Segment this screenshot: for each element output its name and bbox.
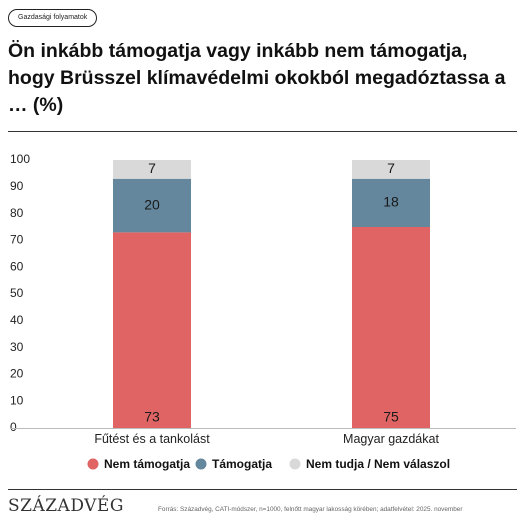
y-tick-label: 90 — [10, 179, 24, 193]
data-label: 75 — [383, 409, 399, 425]
title-divider — [8, 131, 517, 132]
footer-divider — [8, 489, 517, 490]
y-tick-label: 100 — [10, 152, 30, 166]
data-label: 73 — [144, 409, 160, 425]
x-tick-label: Fűtést és a tankolást — [94, 432, 210, 446]
legend: Nem támogatja Támogatja Nem tudja / Nem vá… — [87, 457, 450, 471]
category-tag: Gazdasági folyamatok — [8, 9, 98, 27]
bar-segment — [113, 178, 191, 233]
data-label: 18 — [383, 194, 399, 210]
legend-swatch — [289, 458, 301, 470]
bar-segment — [352, 227, 430, 428]
bar-segment — [113, 232, 191, 428]
bar-segment — [352, 160, 430, 179]
y-tick-label: 0 — [10, 420, 17, 434]
data-label: 20 — [144, 196, 160, 212]
y-axis: 0 10 20 30 40 50 60 70 80 90 100 — [10, 152, 30, 434]
y-tick-label: 60 — [10, 259, 24, 273]
chart-title: Ön inkább támogatja vagy inkább nem támo… — [8, 40, 506, 116]
stacked-bar-chart: 0 10 20 30 40 50 60 70 80 90 100 73 20 7 75 18 7 Fűtést… — [10, 152, 516, 471]
bars: 73 20 7 75 18 7 — [113, 160, 430, 428]
legend-label: Nem tudja / Nem válaszol — [306, 457, 450, 471]
source-note: Forrás: Századvég, CATI-módszer, n=1000,… — [158, 506, 463, 513]
data-label: 7 — [387, 160, 395, 176]
y-tick-label: 30 — [10, 340, 24, 354]
y-tick-label: 80 — [10, 206, 24, 220]
legend-label: Nem támogatja — [104, 457, 190, 471]
y-tick-label: 50 — [10, 286, 24, 300]
legend-swatch — [87, 458, 99, 470]
legend-swatch — [195, 458, 207, 470]
bar-segment — [113, 160, 191, 179]
y-tick-label: 20 — [10, 367, 24, 381]
legend-label: Támogatja — [212, 457, 272, 471]
data-label: 7 — [148, 160, 156, 176]
x-axis: Fűtést és a tankolást Magyar gazdákat — [10, 428, 516, 446]
bar-segment — [352, 178, 430, 227]
brand-logo: SZÁZADVÉG — [8, 496, 124, 516]
y-tick-label: 40 — [10, 313, 24, 327]
y-tick-label: 70 — [10, 233, 24, 247]
x-tick-label: Magyar gazdákat — [343, 432, 439, 446]
y-tick-label: 10 — [10, 393, 24, 407]
